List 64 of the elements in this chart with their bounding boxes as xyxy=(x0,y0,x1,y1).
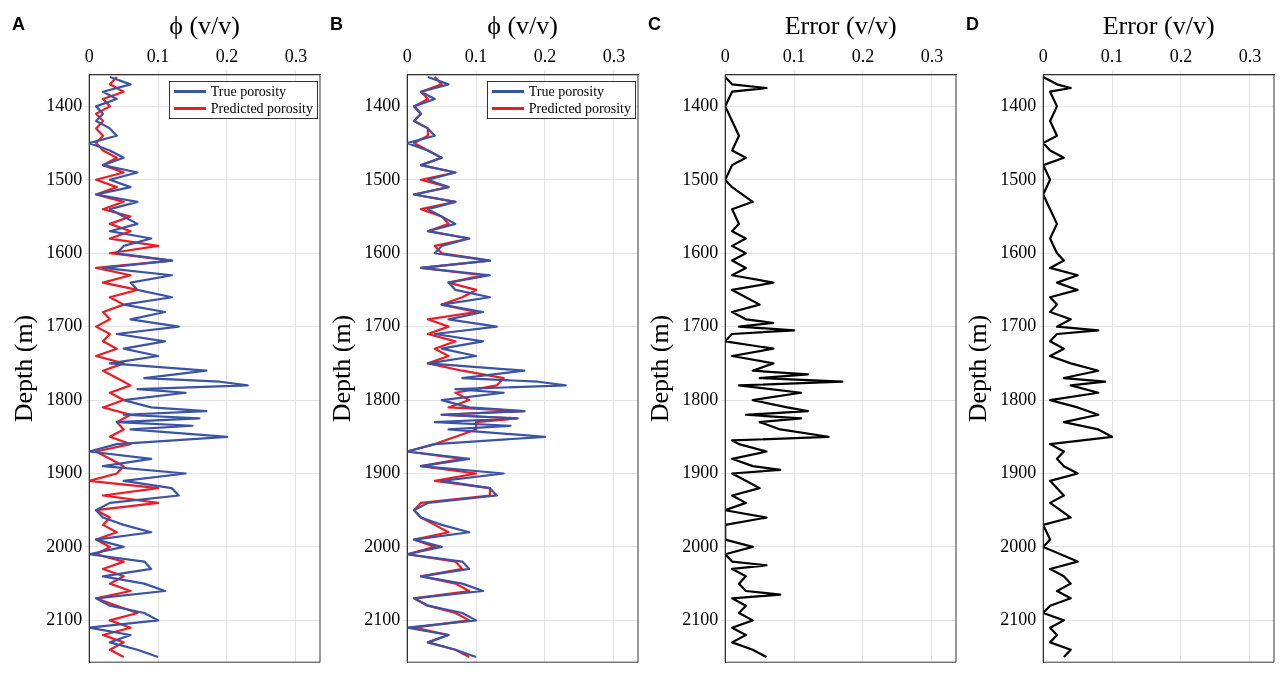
chart-title: B xyxy=(330,14,343,35)
y-axis-title: Depth (m) xyxy=(963,314,993,423)
x-tick-label: 0 xyxy=(402,45,412,66)
y-tick-label: 1800 xyxy=(682,388,719,409)
x-axis-title: ϕ (v/v) xyxy=(487,11,558,41)
x-tick-label: 0.2 xyxy=(851,45,875,66)
y-tick-label: 1600 xyxy=(682,241,719,262)
x-axis-title: Error (v/v) xyxy=(1102,11,1215,41)
y-axis-title: Depth (m) xyxy=(327,314,357,423)
x-axis-title: ϕ (v/v) xyxy=(169,11,240,41)
y-tick-label: 2000 xyxy=(364,535,401,556)
y-tick-label: 1500 xyxy=(46,168,83,189)
x-tick-label: 0.2 xyxy=(215,45,239,66)
y-tick-label: 1800 xyxy=(364,388,401,409)
y-tick-label: 1500 xyxy=(364,168,401,189)
y-tick-label: 2100 xyxy=(364,609,401,630)
y-tick-label: 2100 xyxy=(682,609,719,630)
y-tick-label: 1900 xyxy=(46,462,83,483)
y-tick-label: 1800 xyxy=(46,388,83,409)
legend-label: Predicted porosity xyxy=(528,99,631,117)
x-tick-label: 0 xyxy=(84,45,94,66)
chart-title: C xyxy=(648,14,661,35)
y-tick-label: 2000 xyxy=(1000,535,1037,556)
y-tick-label: 2100 xyxy=(46,609,83,630)
y-tick-label: 1400 xyxy=(364,95,401,116)
x-tick-label: 0.1 xyxy=(146,45,170,66)
x-tick-label: 0.2 xyxy=(1169,45,1193,66)
y-tick-label: 1400 xyxy=(1000,95,1037,116)
x-tick-label: 0.3 xyxy=(284,45,308,66)
y-tick-label: 2000 xyxy=(46,535,83,556)
y-tick-label: 1900 xyxy=(364,462,401,483)
y-tick-label: 1700 xyxy=(1000,315,1037,336)
y-tick-label: 2000 xyxy=(682,535,719,556)
x-tick-label: 0.3 xyxy=(602,45,626,66)
y-tick-label: 2100 xyxy=(1000,609,1037,630)
y-axis-title: Depth (m) xyxy=(645,314,675,423)
y-tick-label: 1600 xyxy=(1000,241,1037,262)
y-tick-label: 1500 xyxy=(1000,168,1037,189)
x-tick-label: 0.2 xyxy=(533,45,557,66)
x-tick-label: 0.3 xyxy=(920,45,944,66)
y-tick-label: 1900 xyxy=(1000,462,1037,483)
x-tick-label: 0.1 xyxy=(464,45,488,66)
legend-label: True porosity xyxy=(528,82,605,100)
y-tick-label: 1700 xyxy=(682,315,719,336)
y-tick-label: 1500 xyxy=(682,168,719,189)
y-tick-label: 1800 xyxy=(1000,388,1037,409)
y-axis-title: Depth (m) xyxy=(9,314,39,423)
x-tick-label: 0.1 xyxy=(1100,45,1124,66)
x-tick-label: 0 xyxy=(720,45,730,66)
legend-label: Predicted porosity xyxy=(210,99,313,117)
x-tick-label: 0 xyxy=(1038,45,1048,66)
y-tick-label: 1400 xyxy=(682,95,719,116)
y-tick-label: 1600 xyxy=(46,241,83,262)
y-tick-label: 1400 xyxy=(46,95,83,116)
y-tick-label: 1700 xyxy=(46,315,83,336)
chart-title: D xyxy=(966,14,979,35)
x-tick-label: 0.1 xyxy=(782,45,806,66)
y-tick-label: 1900 xyxy=(682,462,719,483)
x-tick-label: 0.3 xyxy=(1238,45,1262,66)
y-tick-label: 1700 xyxy=(364,315,401,336)
y-tick-label: 1600 xyxy=(364,241,401,262)
legend-label: True porosity xyxy=(210,82,287,100)
x-axis-title: Error (v/v) xyxy=(784,11,897,41)
chart-title: A xyxy=(12,14,25,35)
